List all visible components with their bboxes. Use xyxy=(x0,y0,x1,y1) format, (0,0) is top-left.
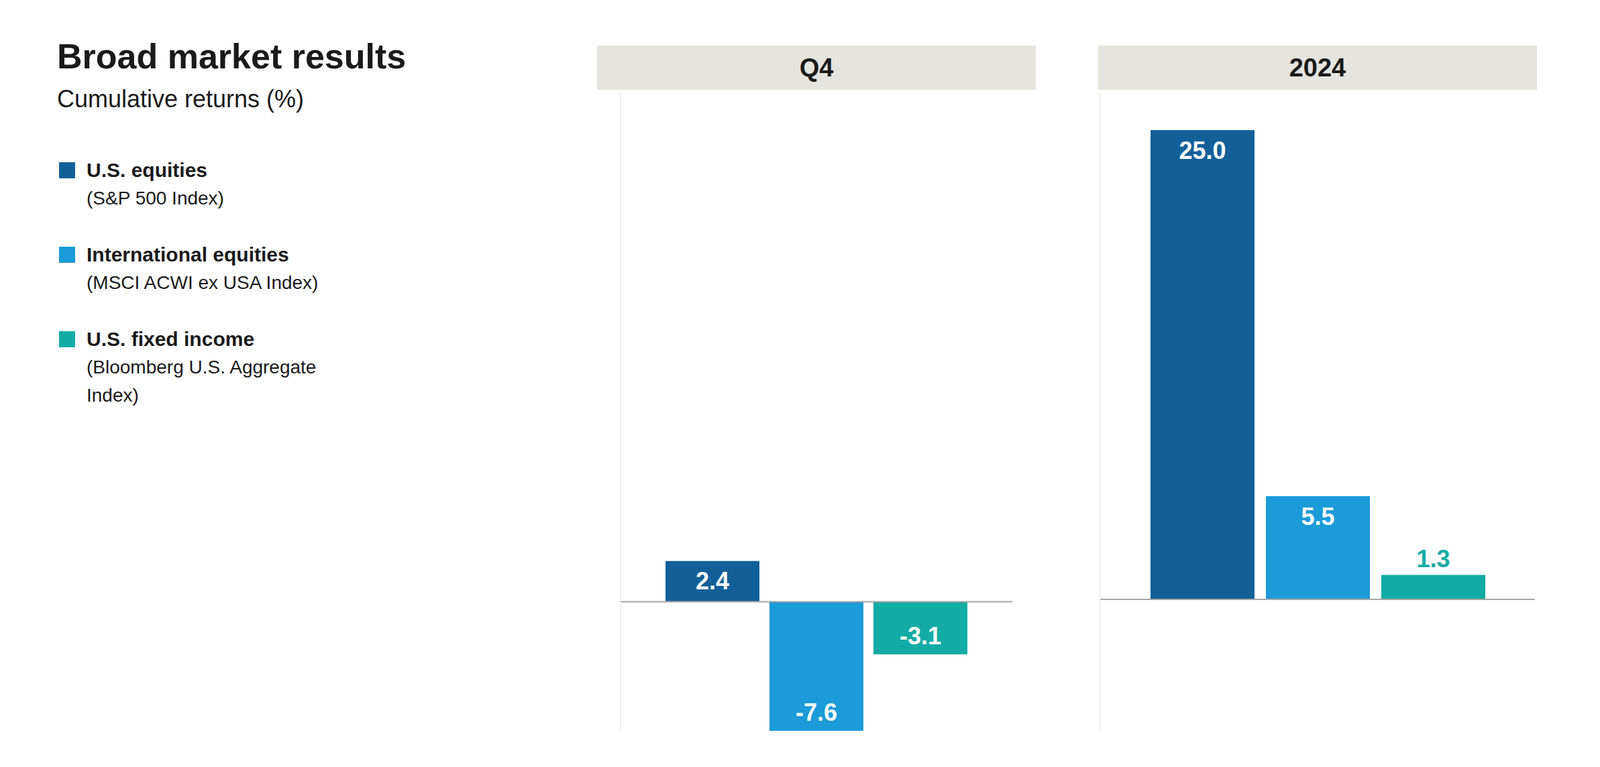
html-text:Cumulative returns (%): Cumulative returns (%) xyxy=(57,85,304,113)
svg-text:-3.1: -3.1 xyxy=(899,622,942,651)
svg-text:Q4: Q4 xyxy=(799,53,834,82)
html-text:International equities: International equities xyxy=(86,243,289,266)
svg-text:1.3: 1.3 xyxy=(1416,545,1450,573)
html-text:(S&P 500 Index): (S&P 500 Index) xyxy=(86,187,225,209)
svg-text:2.4: 2.4 xyxy=(695,567,730,596)
html-text:U.S. equities: U.S. equities xyxy=(86,158,208,182)
svg-text:-7.6: -7.6 xyxy=(795,699,838,727)
html-text:U.S. fixed income: U.S. fixed income xyxy=(86,328,255,351)
html-text:Broad market results: Broad market results xyxy=(57,36,407,76)
svg-text:2024: 2024 xyxy=(1289,53,1347,82)
html-text:(MSCI ACWI ex USA Index): (MSCI ACWI ex USA Index) xyxy=(86,272,319,294)
html-text:(Bloomberg U.S. Aggregate Inde: (Bloomberg U.S. Aggregate Index) xyxy=(86,356,317,406)
svg-text:5.5: 5.5 xyxy=(1300,503,1335,531)
svg-text:25.0: 25.0 xyxy=(1178,136,1226,165)
